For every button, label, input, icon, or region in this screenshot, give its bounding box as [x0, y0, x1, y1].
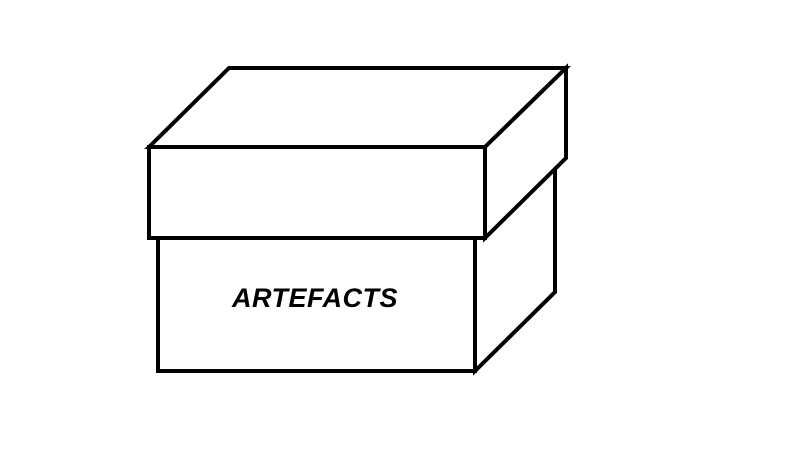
box-label: ARTEFACTS	[231, 283, 398, 313]
lid-front-face	[147, 145, 487, 240]
